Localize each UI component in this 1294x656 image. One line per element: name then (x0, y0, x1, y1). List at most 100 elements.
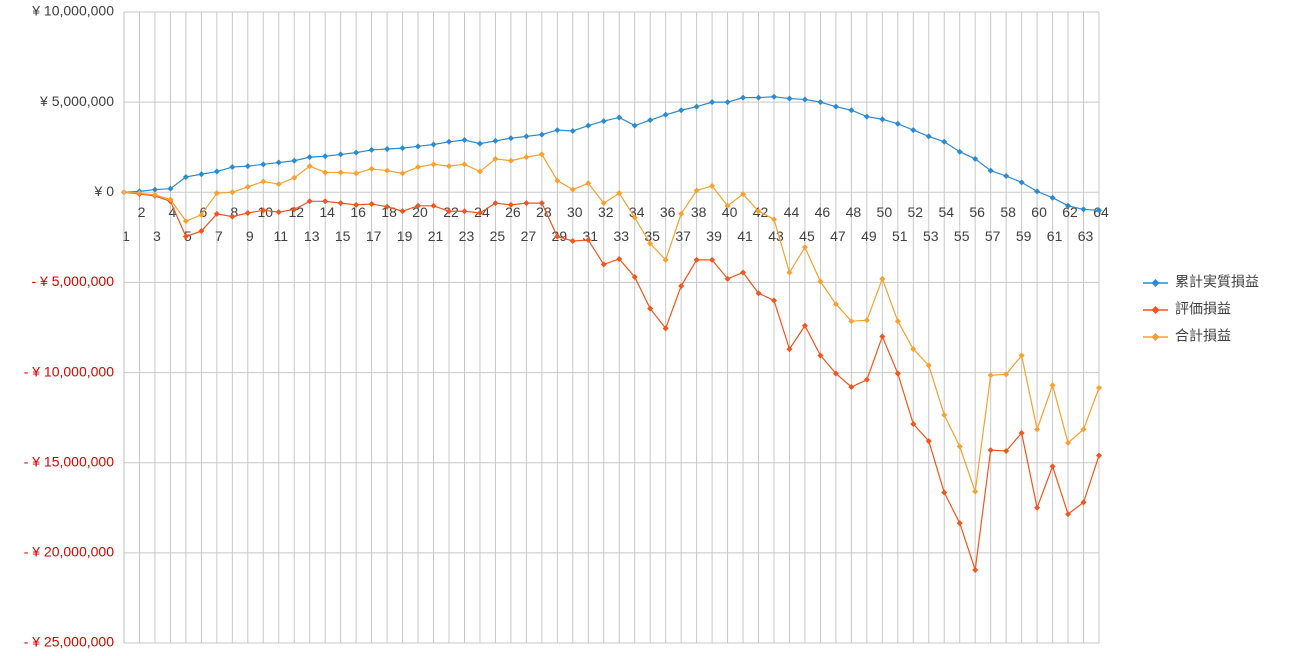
point-marker (523, 133, 530, 140)
point-marker (569, 237, 576, 244)
point-marker (291, 157, 298, 164)
x-tick-label: 53 (923, 228, 939, 244)
point-marker (554, 233, 561, 240)
point-marker (848, 318, 855, 325)
point-marker (863, 376, 870, 383)
point-marker (771, 93, 777, 100)
point-marker (910, 127, 917, 134)
point-marker (1003, 371, 1010, 378)
point-marker (337, 151, 344, 158)
x-tick-label: 7 (215, 228, 223, 244)
x-tick-label: 56 (969, 204, 985, 220)
point-marker (182, 218, 189, 225)
x-tick-label: 59 (1016, 228, 1032, 244)
point-marker (879, 116, 886, 123)
point-marker (693, 256, 700, 263)
point-marker (399, 170, 406, 177)
point-marker (662, 111, 669, 118)
point-marker (322, 198, 329, 205)
x-tick-label: 60 (1031, 204, 1047, 220)
legend-label: 評価損益 (1175, 301, 1231, 317)
point-marker (167, 196, 174, 203)
point-marker (740, 269, 747, 276)
point-marker (507, 157, 514, 164)
x-tick-label: 46 (815, 204, 831, 220)
x-tick-label: 1 (122, 228, 130, 244)
point-marker (1034, 188, 1041, 195)
point-marker (260, 178, 267, 185)
point-marker (693, 103, 700, 110)
point-marker (678, 210, 685, 217)
point-marker (461, 208, 468, 215)
x-tick-label: 10 (257, 204, 273, 220)
x-tick-label: 27 (521, 228, 537, 244)
point-marker (1049, 382, 1056, 389)
x-tick-label: 45 (799, 228, 815, 244)
y-tick-label: ¥ 5,000,000 (39, 93, 114, 109)
legend-label: 累計実質損益 (1175, 274, 1259, 290)
point-marker (616, 190, 623, 197)
point-marker (972, 488, 979, 495)
point-marker (724, 202, 731, 209)
point-marker (538, 131, 545, 138)
point-marker (275, 159, 282, 166)
y-tick-label: ¥ 0 (94, 183, 115, 199)
x-tick-label: 36 (660, 204, 676, 220)
point-marker (1034, 504, 1041, 511)
point-marker (879, 275, 886, 282)
point-marker (368, 165, 375, 172)
point-marker (151, 186, 158, 193)
x-tick-label: 12 (288, 204, 304, 220)
x-tick-label: 17 (366, 228, 382, 244)
point-marker (709, 256, 716, 263)
point-marker (832, 370, 839, 377)
point-marker (507, 135, 514, 142)
point-marker (647, 117, 654, 124)
point-marker (1096, 384, 1102, 391)
x-tick-label: 51 (892, 228, 908, 244)
x-tick-label: 54 (938, 204, 954, 220)
x-tick-label: 15 (335, 228, 351, 244)
point-marker (569, 186, 576, 193)
point-marker (972, 155, 979, 162)
point-marker (476, 210, 483, 217)
point-marker (306, 154, 313, 161)
point-marker (631, 122, 638, 129)
point-marker (260, 207, 267, 214)
x-tick-label: 19 (397, 228, 413, 244)
point-marker (229, 213, 236, 220)
point-marker (987, 167, 994, 174)
x-tick-label: 39 (706, 228, 722, 244)
series-line (123, 153, 1100, 492)
x-tick-label: 33 (613, 228, 629, 244)
x-tick-label: 2 (138, 204, 146, 220)
x-tick-label: 58 (1000, 204, 1016, 220)
point-marker (771, 297, 777, 304)
x-tick-label: 14 (319, 204, 335, 220)
point-marker (863, 317, 870, 324)
point-marker (925, 362, 932, 369)
point-marker (1065, 511, 1072, 518)
point-marker (136, 190, 143, 197)
point-marker (755, 208, 762, 215)
x-tick-label: 25 (490, 228, 506, 244)
point-marker (260, 161, 267, 168)
point-marker (987, 372, 994, 379)
point-marker (353, 201, 360, 208)
point-marker (384, 167, 391, 174)
x-tick-label: 41 (737, 228, 753, 244)
point-marker (461, 161, 468, 168)
point-marker (600, 200, 607, 207)
point-marker (554, 127, 561, 134)
legend-label: 合計損益 (1175, 328, 1231, 344)
point-marker (801, 322, 808, 329)
y-tick-label: ¥ 10,000,000 (31, 3, 114, 19)
y-tick-label: - ¥ 15,000,000 (24, 453, 115, 469)
point-marker (894, 120, 901, 127)
x-tick-label: 4 (169, 204, 177, 220)
x-tick-label: 49 (861, 228, 877, 244)
point-marker (213, 168, 220, 175)
x-tick-label: 20 (412, 204, 428, 220)
x-tick-label: 50 (877, 204, 893, 220)
point-marker (1003, 173, 1010, 180)
